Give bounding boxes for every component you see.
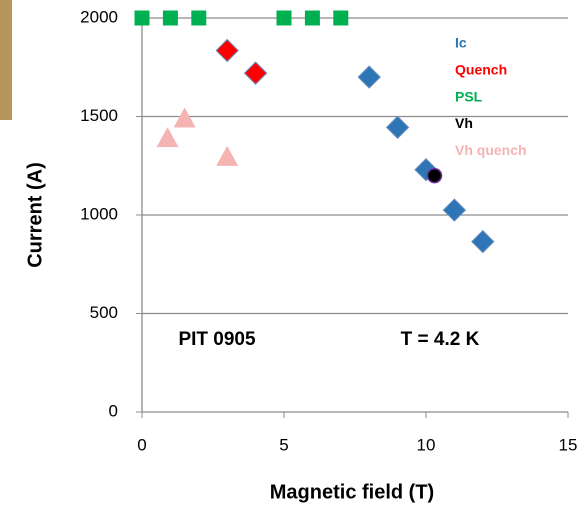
annotation: T = 4.2 K [401, 329, 480, 350]
legend-entry: Quench [455, 62, 507, 78]
circle-marker [426, 167, 443, 184]
legend-entry: Vh [455, 115, 473, 131]
square-marker [276, 10, 292, 26]
triangle-marker [156, 127, 179, 148]
x-tick-label: 15 [559, 435, 578, 454]
triangle-marker [173, 107, 196, 128]
y-tick-label: 500 [90, 303, 118, 322]
diamond-marker [357, 65, 381, 89]
diamond-marker [243, 61, 268, 85]
legend-entry: Vh quench [455, 142, 527, 158]
x-tick-label: 10 [417, 435, 436, 454]
square-marker [333, 10, 349, 26]
square-marker [304, 10, 320, 26]
x-tick-label: 5 [279, 435, 288, 454]
y-tick-label: 2000 [80, 7, 118, 26]
triangle-marker [216, 145, 239, 166]
x-tick-label: 0 [137, 435, 146, 454]
square-marker [134, 10, 150, 26]
photo-fragment [0, 0, 12, 120]
diamond-marker [215, 38, 239, 63]
diamond-marker [471, 229, 495, 254]
x-axis-title: Magnetic field (T) [270, 481, 434, 503]
legend-entry: Ic [455, 35, 467, 51]
annotation: PIT 0905 [178, 329, 256, 350]
y-tick-label: 0 [109, 401, 118, 420]
diamond-marker [442, 198, 467, 222]
legend-entry: PSL [455, 88, 483, 104]
y-axis-title: Current (A) [24, 162, 46, 268]
y-tick-label: 1000 [80, 204, 118, 223]
y-tick-label: 1500 [80, 106, 118, 125]
square-marker [162, 10, 178, 26]
diamond-marker [385, 115, 410, 140]
square-marker [191, 10, 207, 26]
